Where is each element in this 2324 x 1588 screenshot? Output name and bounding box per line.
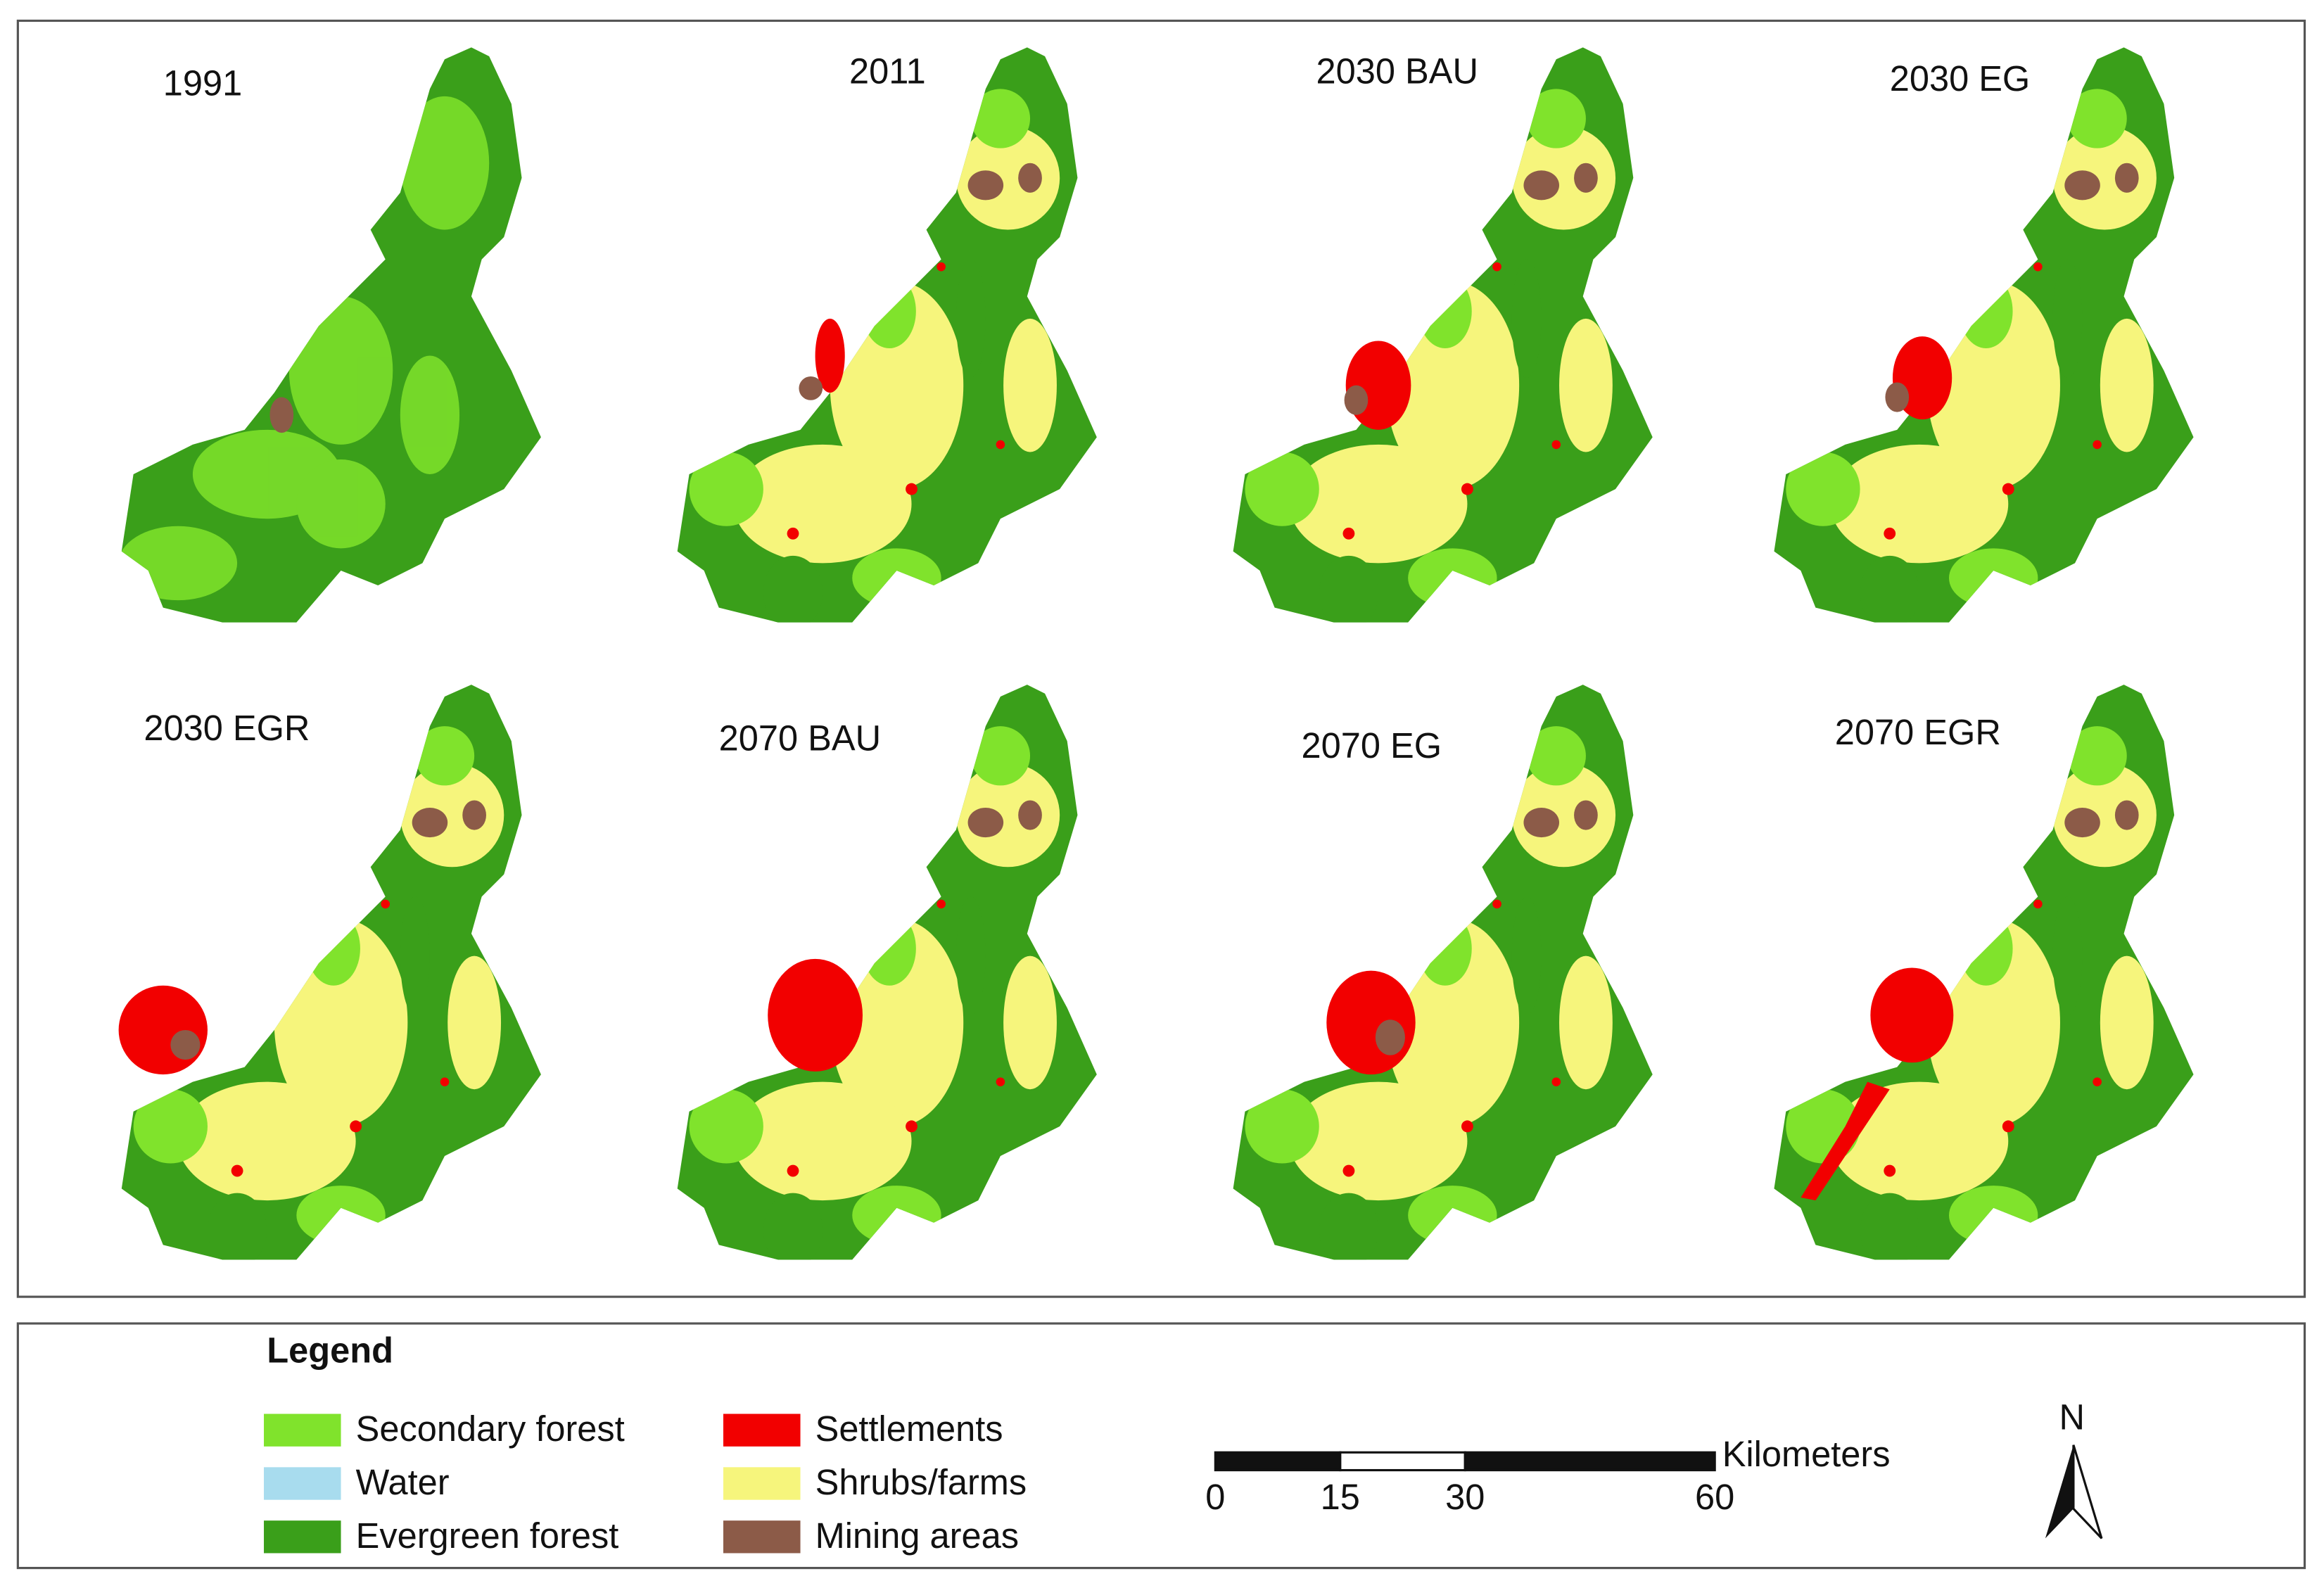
map-panel [119,47,541,622]
north-label: N [2059,1397,2085,1437]
scale-tick-label: 30 [1445,1477,1485,1517]
panel-title: 2070 EG [1302,725,1442,766]
legend-title: Legend [267,1330,393,1370]
legend-frame [16,1322,2306,1570]
panel-title: 2011 [849,51,926,91]
panel-title: 2070 BAU [719,718,881,758]
panel-title: 2030 EG [1890,58,2031,99]
map-panel [1774,47,2193,630]
north-arrow [2072,1444,2103,1539]
legend-swatch [264,1414,341,1447]
north-arrow [2045,1444,2074,1539]
legend-swatch [723,1520,801,1554]
scale-segment [1214,1451,1342,1472]
legend-label: Mining areas [815,1516,1019,1556]
map-panel [118,685,541,1267]
legend-label: Water [356,1462,450,1502]
panel-title: 2030 BAU [1316,51,1478,91]
scale-segment [1339,1451,1466,1472]
scale-tick-label: 60 [1695,1477,1734,1517]
legend-label: Secondary forest [356,1409,625,1449]
panel-title: 2070 EGR [1835,712,2001,752]
legend-swatch [723,1414,801,1447]
panel-title: 2030 EGR [144,708,310,748]
legend-label: Shrubs/farms [815,1462,1027,1502]
map-panel [1233,47,1653,630]
legend-label: Settlements [815,1409,1003,1449]
scale-unit: Kilometers [1722,1434,1891,1474]
scale-tick-label: 15 [1321,1477,1360,1517]
map-panel [678,47,1097,630]
scale-segment [1463,1451,1716,1472]
scale-tick-label: 0 [1205,1477,1225,1517]
map-panel [678,685,1097,1267]
map-panel [1233,685,1653,1267]
panel-title: 1991 [163,63,242,103]
legend-swatch [264,1520,341,1554]
maps-frame [16,19,2306,1298]
legend-swatch [264,1467,341,1500]
legend-label: Evergreen forest [356,1516,619,1556]
legend-swatch [723,1467,801,1500]
map-panel [1774,685,2193,1267]
